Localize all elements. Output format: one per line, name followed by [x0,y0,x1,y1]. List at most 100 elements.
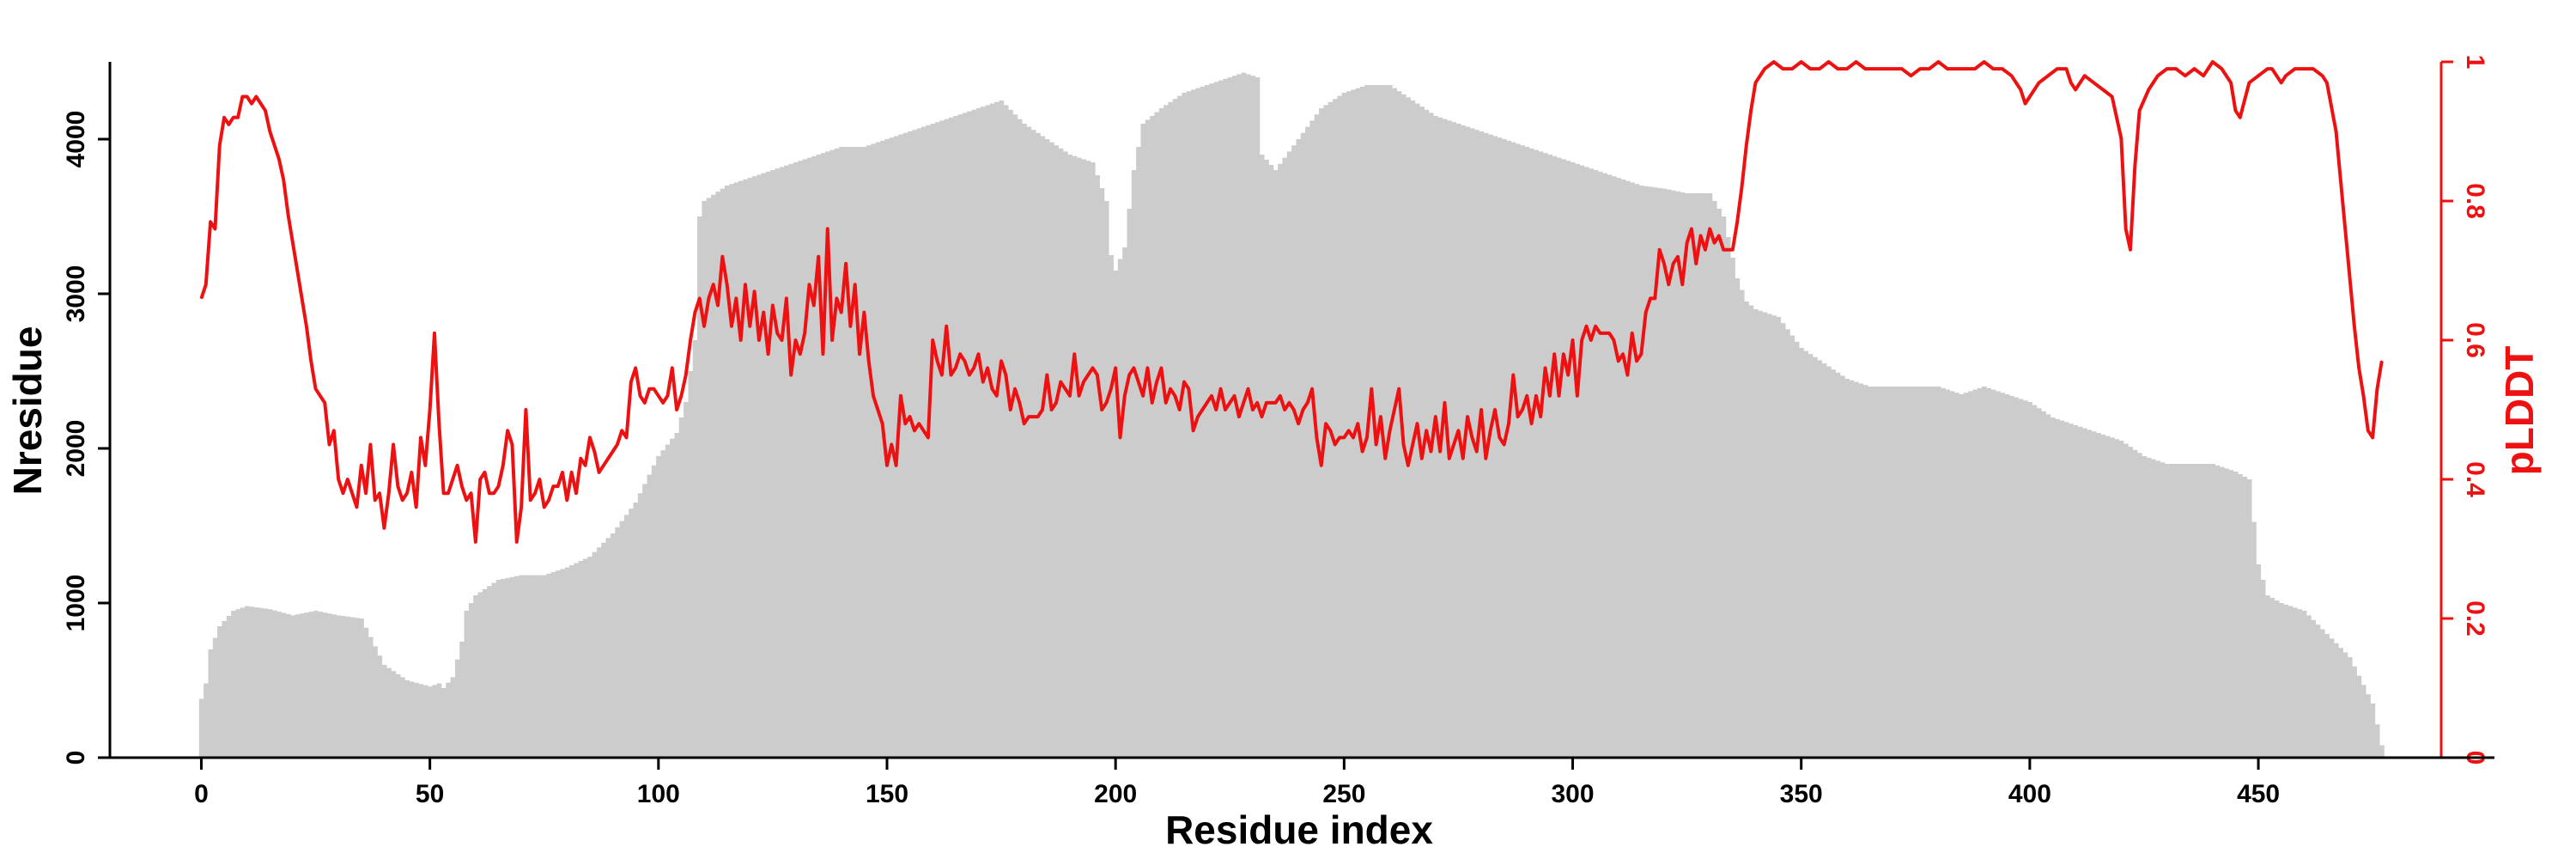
bar [834,148,840,758]
right-axis-tick-label: 1 [2461,55,2489,70]
bar [1040,136,1046,758]
bar [1693,193,1699,758]
plddt-point [2372,436,2373,439]
bar [1150,116,1155,758]
plddt-point [259,102,262,105]
plddt-point [1073,353,1076,356]
bar [1972,389,1978,758]
plddt-point [932,339,934,341]
plddt-point [210,221,211,223]
plddt-point [1535,395,1537,397]
bar [1758,310,1763,758]
bar [1419,107,1425,758]
bar [564,567,570,758]
plddt-point [1247,387,1249,390]
bar [304,612,309,758]
bar [610,533,616,758]
bar [523,575,529,758]
plddt-point [950,374,952,376]
bar [1826,366,1832,758]
bar [1186,91,1192,758]
plddt-point [1772,61,1775,63]
plddt-point [1718,235,1720,237]
bar [1807,354,1814,758]
bar [1542,153,1548,758]
plddt-point [963,360,966,362]
bar [839,147,844,758]
plddt-point [1302,409,1304,411]
plddt-point [959,353,961,356]
plddt-point [2303,68,2306,70]
bar [994,101,999,758]
bar [1122,247,1127,758]
plddt-point [442,492,445,494]
bar [2379,745,2385,758]
plddt-point [2065,68,2068,70]
bar [1515,143,1521,758]
plddt-point [1416,423,1419,425]
bar [1776,317,1782,758]
bar [331,614,337,758]
bar [528,575,533,758]
plddt-point [625,436,628,439]
plddt-point [772,304,774,307]
bar [1382,85,1388,758]
plddt-point [1654,297,1656,300]
bar [1785,329,1790,758]
bar [1099,188,1105,758]
plddt-point [2293,68,2296,70]
plddt-point [1370,387,1373,390]
bar [1140,124,1146,758]
plddt-point [1357,423,1359,425]
bar [1711,201,1717,758]
plddt-point [1009,409,1012,411]
bar [1799,348,1804,758]
x-axis-tick-label: 150 [866,780,908,808]
bar [1259,155,1265,758]
plddt-point [1407,465,1409,466]
right-axis-tick-label: 0.6 [2461,322,2489,358]
bar [1657,187,1662,758]
bar [1780,323,1786,758]
plddt-point [1475,450,1478,453]
plddt-point [1274,402,1277,404]
bar [473,595,478,758]
bar [962,113,968,758]
plddt-point [945,326,948,327]
plddt-point [822,353,824,356]
bar [1528,148,1534,758]
bar [1072,155,1078,758]
plddt-point [877,409,879,411]
plddt-point [1636,360,1637,362]
plddt-point [1722,248,1725,251]
bar [999,101,1005,758]
bar [1886,387,1891,758]
bar [222,621,228,758]
bar [2096,433,2101,758]
bar [276,612,283,758]
bar [1008,109,1013,758]
bar [340,616,346,758]
bar [2191,464,2197,758]
bar [1359,86,1365,758]
plddt-point [333,430,335,432]
plddt-point [977,353,980,356]
bar [985,105,991,758]
plddt-point [781,339,783,341]
plddt-point [2234,109,2237,112]
bar [2274,600,2280,758]
bar [688,371,694,758]
bar [2246,479,2252,758]
plddt-point [2020,88,2022,91]
bar [2283,604,2289,758]
plddt-point [2248,82,2251,84]
plddt-point [872,395,874,397]
bar [1589,168,1594,758]
plddt-point [1105,402,1108,404]
bar [1209,83,1215,758]
bar [811,155,817,758]
plddt-point [529,499,532,502]
plddt-point [1297,423,1299,425]
plddt-point [813,304,815,307]
left-axis-tick-label: 2000 [62,420,90,478]
